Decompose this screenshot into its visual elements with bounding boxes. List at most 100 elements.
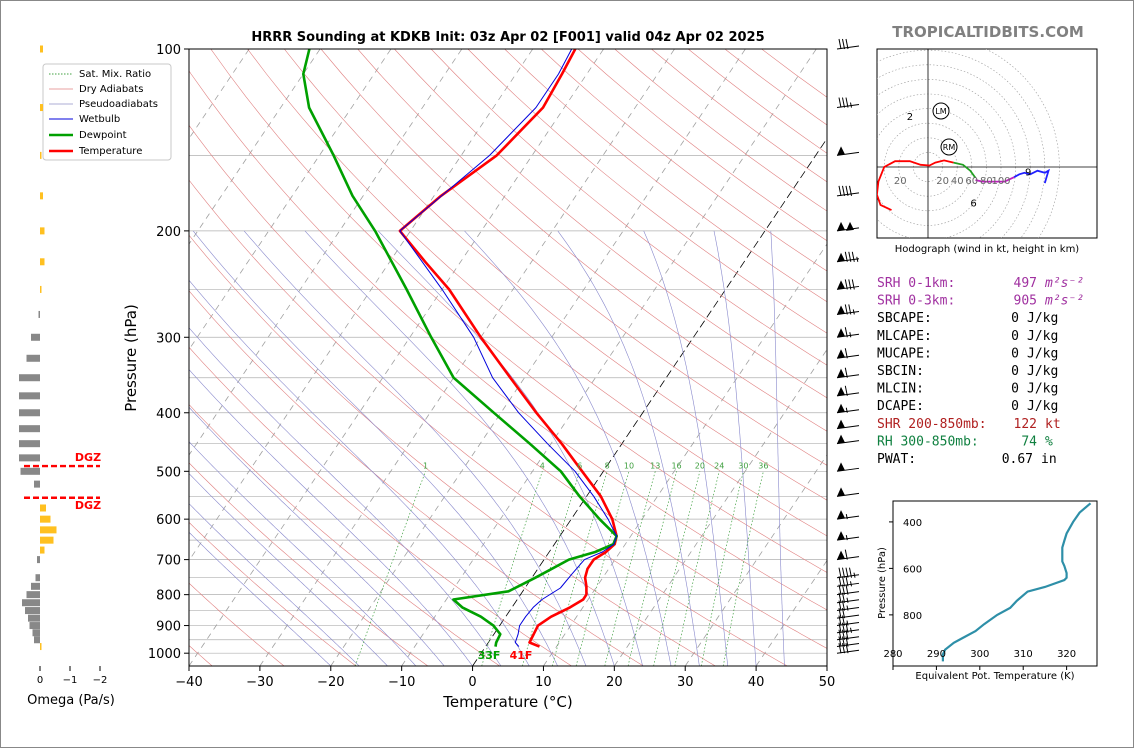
omega-bar: [19, 374, 40, 382]
wind-barb: [836, 608, 860, 619]
omega-tick-label: 0: [37, 675, 43, 686]
omega-bar: [40, 151, 42, 159]
omega-bar: [19, 409, 40, 417]
theta-e-ylabel: Pressure (hPa): [877, 547, 888, 619]
hodograph-ring-label: 80: [980, 176, 993, 187]
index-value: 0: [1011, 382, 1019, 397]
storm-motion-rm: RM: [940, 138, 958, 156]
wind-barb: [836, 146, 860, 156]
mixing-ratio-line: [354, 471, 426, 666]
skewt-ylabel: Pressure (hPa): [122, 304, 140, 412]
omega-bar: [19, 454, 40, 462]
pseudoadiabat: [192, 230, 558, 666]
index-unit: J/kg: [1027, 329, 1058, 344]
legend-dewpoint: Dewpoint: [79, 130, 127, 141]
index-value: 74: [1021, 434, 1037, 449]
mixing-ratio-line: [627, 471, 677, 666]
storm-motion-lm: LM: [932, 102, 950, 120]
dry-adiabat: [247, 49, 827, 537]
dry-adiabat: [430, 49, 827, 366]
index-value: 497: [1014, 276, 1037, 291]
dgz-label-bottom: DGZ: [75, 499, 101, 512]
legend-temperature: Temperature: [78, 146, 142, 157]
omega-bar: [25, 607, 40, 615]
surface-dewpoint-label: 33F: [478, 649, 501, 662]
isotherm-line: [259, 49, 675, 666]
index-row: MUCAPE: 0 J/kg: [877, 346, 1058, 361]
isotherm-line: [189, 49, 321, 245]
theta-e-y-tick-label: 400: [903, 518, 922, 529]
y-tick-label: 600: [156, 513, 181, 528]
omega-bar: [40, 192, 43, 200]
x-tick-label: −40: [175, 675, 202, 690]
site-branding: TROPICALTIDBITS.COM: [892, 23, 1084, 41]
wind-barb: [836, 419, 860, 430]
index-unit: m²s⁻²: [1044, 294, 1084, 309]
hodograph-segment: [975, 176, 1015, 183]
hodograph-segment: [953, 161, 977, 179]
legend-sat-mix-ratio: Sat. Mix. Ratio: [79, 69, 151, 80]
wind-barb: [836, 367, 860, 379]
dry-adiabat: [189, 70, 827, 611]
wind-barb: [836, 327, 860, 338]
wind-barb: [836, 636, 860, 648]
hodograph-ring-label: 100: [991, 176, 1010, 187]
y-tick-label: 800: [156, 589, 181, 604]
skewt-traces: [302, 49, 618, 648]
hodograph-height-label: 2: [907, 112, 913, 123]
index-unit: kt: [1045, 417, 1061, 432]
index-row: SHR 200-850mb: 122 kt: [877, 417, 1061, 432]
index-value: 0.67: [1002, 452, 1033, 467]
omega-tick-label: −1: [63, 675, 78, 686]
mixing-ratio-line: [722, 471, 764, 666]
index-value: 0: [1011, 329, 1019, 344]
y-tick-label: 1000: [148, 647, 181, 662]
hodograph-frame: [876, 48, 1098, 239]
omega-bar: [34, 636, 40, 644]
index-unit: J/kg: [1027, 346, 1058, 361]
wind-barb: [836, 600, 860, 612]
index-unit: J/kg: [1027, 311, 1058, 326]
index-label: SBCAPE:: [877, 311, 932, 326]
omega-bar: [31, 333, 40, 341]
pseudoadiabat: [189, 327, 502, 666]
isotherm-line: [330, 49, 746, 666]
trace-wetbulb: [399, 49, 618, 647]
mixing-ratio-line: [700, 471, 744, 666]
omega-bar: [40, 285, 42, 293]
skewt-legend: Sat. Mix. Ratio Dry Adiabats Pseudoadiab…: [42, 63, 172, 161]
pseudoadiabat: [557, 230, 700, 666]
theta-e-x-tick-label: 310: [1014, 649, 1033, 660]
omega-bar: [26, 354, 40, 362]
trace-dewpoint: [302, 49, 618, 647]
theta-e-x-tick-label: 300: [970, 649, 989, 660]
index-value: 0: [1011, 346, 1019, 361]
mixing-ratio-line: [674, 471, 720, 666]
theta-e-y-tick-label: 800: [903, 611, 922, 622]
pseudoadiabat: [243, 230, 587, 666]
index-value: 0: [1011, 311, 1019, 326]
legend-wetbulb: Wetbulb: [79, 114, 120, 125]
index-label: MLCAPE:: [877, 329, 932, 344]
omega-bar: [40, 546, 45, 554]
index-row: SBCAPE: 0 J/kg: [877, 311, 1058, 326]
isotherm-line: [755, 559, 827, 666]
skewt-frame: [188, 48, 828, 667]
omega-bar: [40, 104, 43, 112]
index-value: 0: [1011, 364, 1019, 379]
x-tick-label: 20: [606, 675, 623, 690]
mixing-ratio-label: 6: [577, 461, 582, 470]
wind-barb: [836, 531, 860, 541]
dry-adiabat: [189, 462, 429, 666]
pseudoadiabat: [189, 531, 332, 666]
y-tick-label: 100: [156, 43, 181, 58]
omega-bar: [40, 526, 57, 534]
isotherm-line: [684, 454, 827, 666]
dry-adiabat: [189, 290, 644, 666]
isotherm-line: [472, 137, 827, 666]
index-unit: in: [1041, 452, 1057, 467]
chart-title: HRRR Sounding at KDKB Init: 03z Apr 02 […: [251, 30, 764, 45]
dry-adiabat: [284, 49, 827, 501]
mixing-ratio-line: [653, 471, 701, 666]
